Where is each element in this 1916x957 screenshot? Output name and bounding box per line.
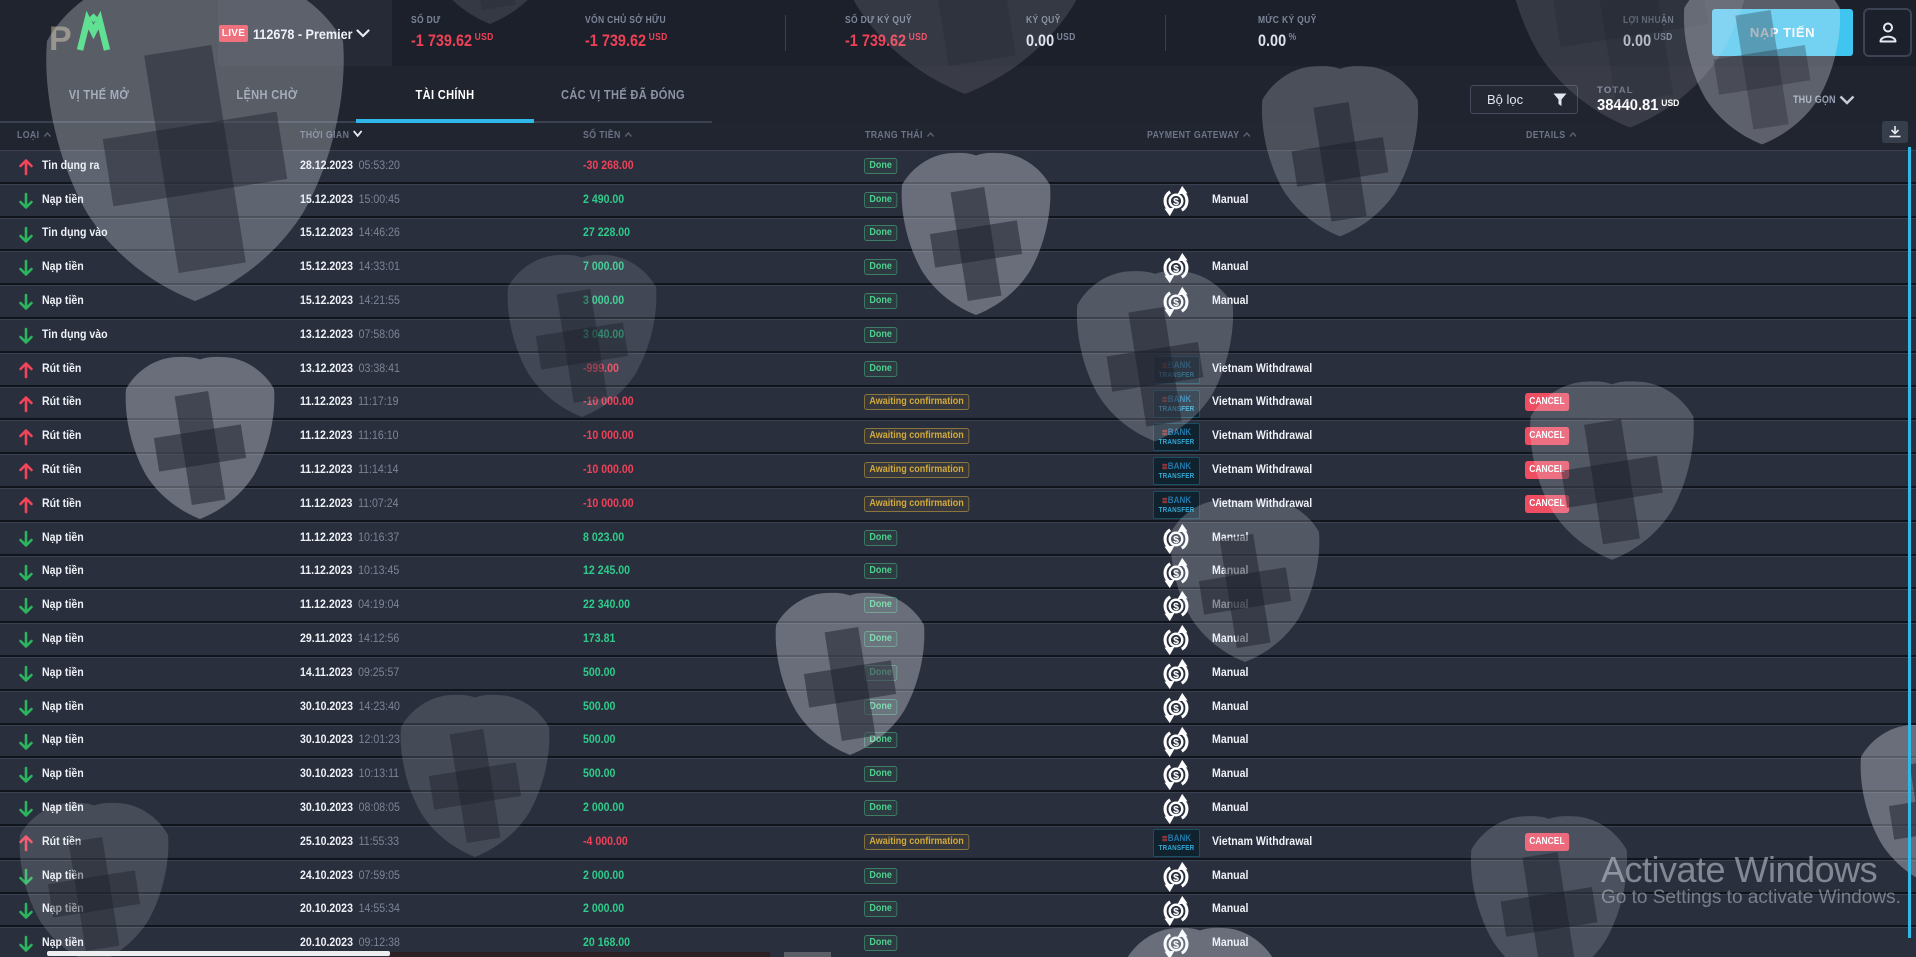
svg-text:$: $ [1173, 872, 1179, 884]
svg-text:$: $ [1173, 804, 1179, 816]
svg-text:$: $ [1173, 635, 1179, 647]
svg-text:$: $ [1173, 263, 1179, 275]
svg-text:$: $ [1173, 736, 1179, 748]
svg-text:$: $ [1173, 669, 1179, 681]
svg-text:$: $ [1173, 601, 1179, 613]
svg-text:$: $ [1173, 196, 1179, 208]
svg-text:$: $ [1173, 567, 1179, 579]
svg-text:$: $ [1173, 534, 1179, 546]
svg-text:$: $ [1173, 905, 1179, 917]
svg-text:$: $ [1173, 703, 1179, 715]
svg-text:P: P [49, 20, 72, 58]
svg-text:$: $ [1173, 297, 1179, 309]
svg-text:$: $ [1173, 770, 1179, 782]
svg-text:$: $ [1173, 939, 1179, 951]
